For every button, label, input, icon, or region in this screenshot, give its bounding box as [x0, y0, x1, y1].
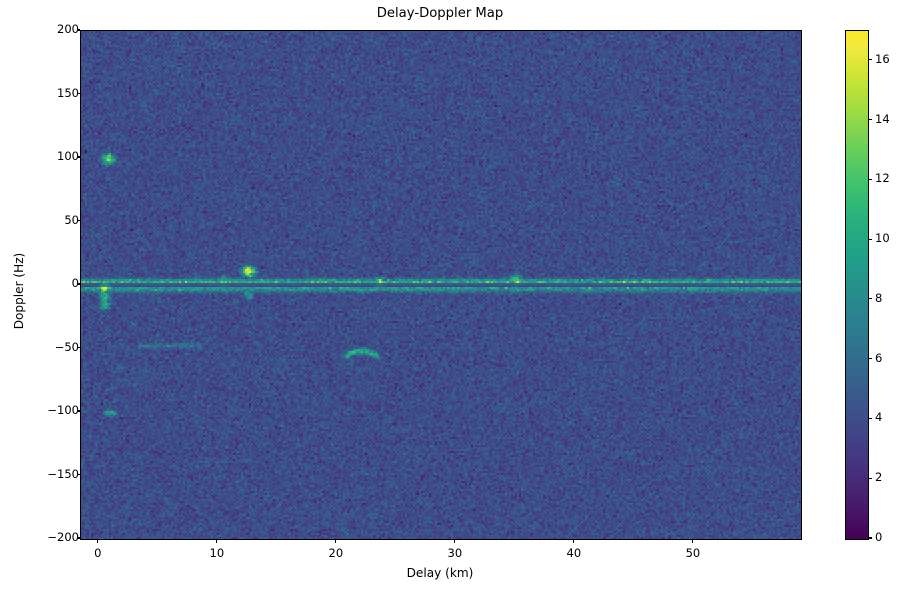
y-tick-label: 150 — [57, 85, 79, 100]
delay-doppler-heatmap-axes — [80, 30, 802, 540]
y-tick-mark — [76, 283, 80, 285]
x-tick-mark — [216, 539, 218, 543]
colorbar-tick-mark — [868, 417, 872, 419]
colorbar-gradient — [846, 31, 868, 539]
y-tick-label: −150 — [47, 466, 79, 481]
colorbar-tick-label: 14 — [875, 111, 890, 126]
x-axis-label: Delay (km) — [406, 566, 474, 580]
x-tick-label: 10 — [209, 546, 225, 560]
y-tick-mark — [76, 219, 80, 222]
y-tick-mark — [76, 29, 80, 31]
colorbar-tick-label: 2 — [875, 470, 883, 485]
colorbar-tick-label: 0 — [875, 530, 883, 544]
colorbar-tick-mark — [868, 537, 872, 539]
x-tick-label: 0 — [94, 546, 102, 560]
x-tick-mark — [335, 539, 337, 543]
chart-title: Delay-Doppler Map — [376, 6, 504, 21]
y-tick-mark — [76, 473, 80, 476]
y-tick-mark — [76, 156, 80, 158]
y-tick-mark — [76, 92, 80, 95]
y-tick-label: 50 — [64, 212, 79, 227]
y-axis-label: Doppler (Hz) — [12, 252, 26, 330]
x-tick-label: 20 — [328, 546, 344, 560]
colorbar-tick-mark — [868, 477, 872, 479]
colorbar-tick-mark — [868, 178, 872, 180]
colorbar-tick-mark — [868, 59, 872, 61]
x-tick-label: 50 — [685, 546, 701, 560]
y-tick-mark — [76, 410, 80, 412]
y-tick-label: −50 — [54, 339, 79, 354]
colorbar-tick-mark — [868, 358, 872, 360]
colorbar-tick-mark — [868, 298, 872, 300]
colorbar-tick-mark — [868, 119, 872, 121]
colorbar-tick-label: 16 — [875, 51, 890, 66]
x-tick-mark — [573, 539, 575, 543]
colorbar-tick-label: 6 — [875, 350, 883, 365]
colorbar-tick-mark — [868, 238, 872, 240]
y-tick-label: 0 — [71, 276, 79, 290]
colorbar — [845, 30, 869, 540]
y-tick-label: −100 — [47, 403, 79, 417]
colorbar-tick-label: 8 — [875, 290, 883, 305]
x-tick-label: 30 — [447, 546, 463, 560]
x-tick-mark — [454, 539, 456, 543]
colorbar-tick-label: 12 — [875, 171, 890, 186]
y-tick-label: 200 — [57, 22, 79, 36]
colorbar-tick-label: 10 — [875, 231, 890, 246]
y-tick-mark — [76, 537, 80, 539]
y-tick-mark — [76, 346, 80, 349]
x-tick-mark — [97, 539, 99, 543]
colorbar-tick-label: 4 — [875, 410, 883, 425]
y-tick-label: −200 — [47, 530, 79, 544]
y-tick-label: 100 — [57, 149, 79, 163]
x-tick-mark — [692, 539, 694, 543]
delay-doppler-heatmap-image — [81, 31, 801, 539]
x-tick-label: 40 — [566, 546, 582, 560]
